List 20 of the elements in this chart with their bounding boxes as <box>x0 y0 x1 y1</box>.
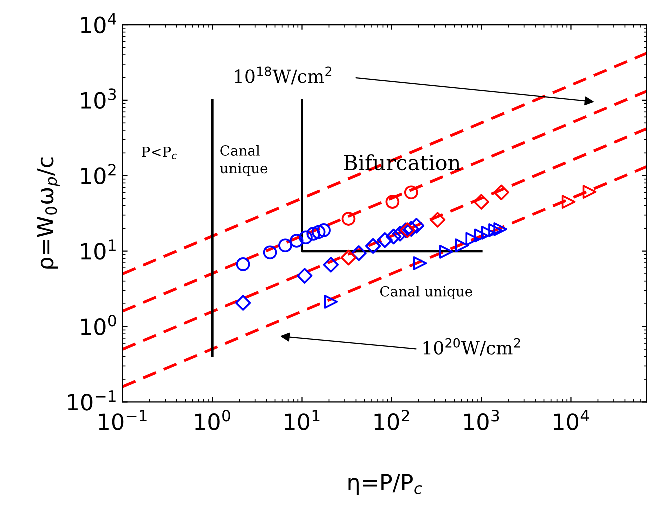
y-tick-label: 10$^{1}$ <box>81 240 116 260</box>
annotation: Canal unique <box>220 145 268 176</box>
x-axis-title: η=P/P$_{c}$ <box>348 474 422 496</box>
y-tick-label: 10$^{−1}$ <box>68 390 116 411</box>
y-tick-label: 10$^{2}$ <box>81 164 116 184</box>
x-tick-label: 10$^{2}$ <box>374 410 410 430</box>
y-tick-label: 10$^{3}$ <box>81 88 116 110</box>
x-tick-label: 10$^{−1}$ <box>99 410 147 430</box>
annotation: 10$^{20}$W/cm$^{2}$ <box>424 338 520 356</box>
x-tick-label: 10$^{1}$ <box>285 410 320 430</box>
x-tick-label: 10$^{4}$ <box>554 410 590 430</box>
annotation: Canal unique <box>380 286 472 300</box>
y-tick-label: 10$^{0}$ <box>81 314 116 336</box>
y-tick-label: 10$^{4}$ <box>81 13 116 34</box>
x-tick-label: 10$^{3}$ <box>464 410 500 430</box>
annotation: 10$^{18}$W/cm$^{2}$ <box>235 66 332 85</box>
annotation: P<P$_{c}$ <box>142 146 177 160</box>
y-axis-title: ρ=W$_{0}$ω$_{p}$/c <box>37 158 60 269</box>
annotation: Bifurcation <box>344 154 461 171</box>
x-tick-label: 10$^{0}$ <box>195 410 230 430</box>
